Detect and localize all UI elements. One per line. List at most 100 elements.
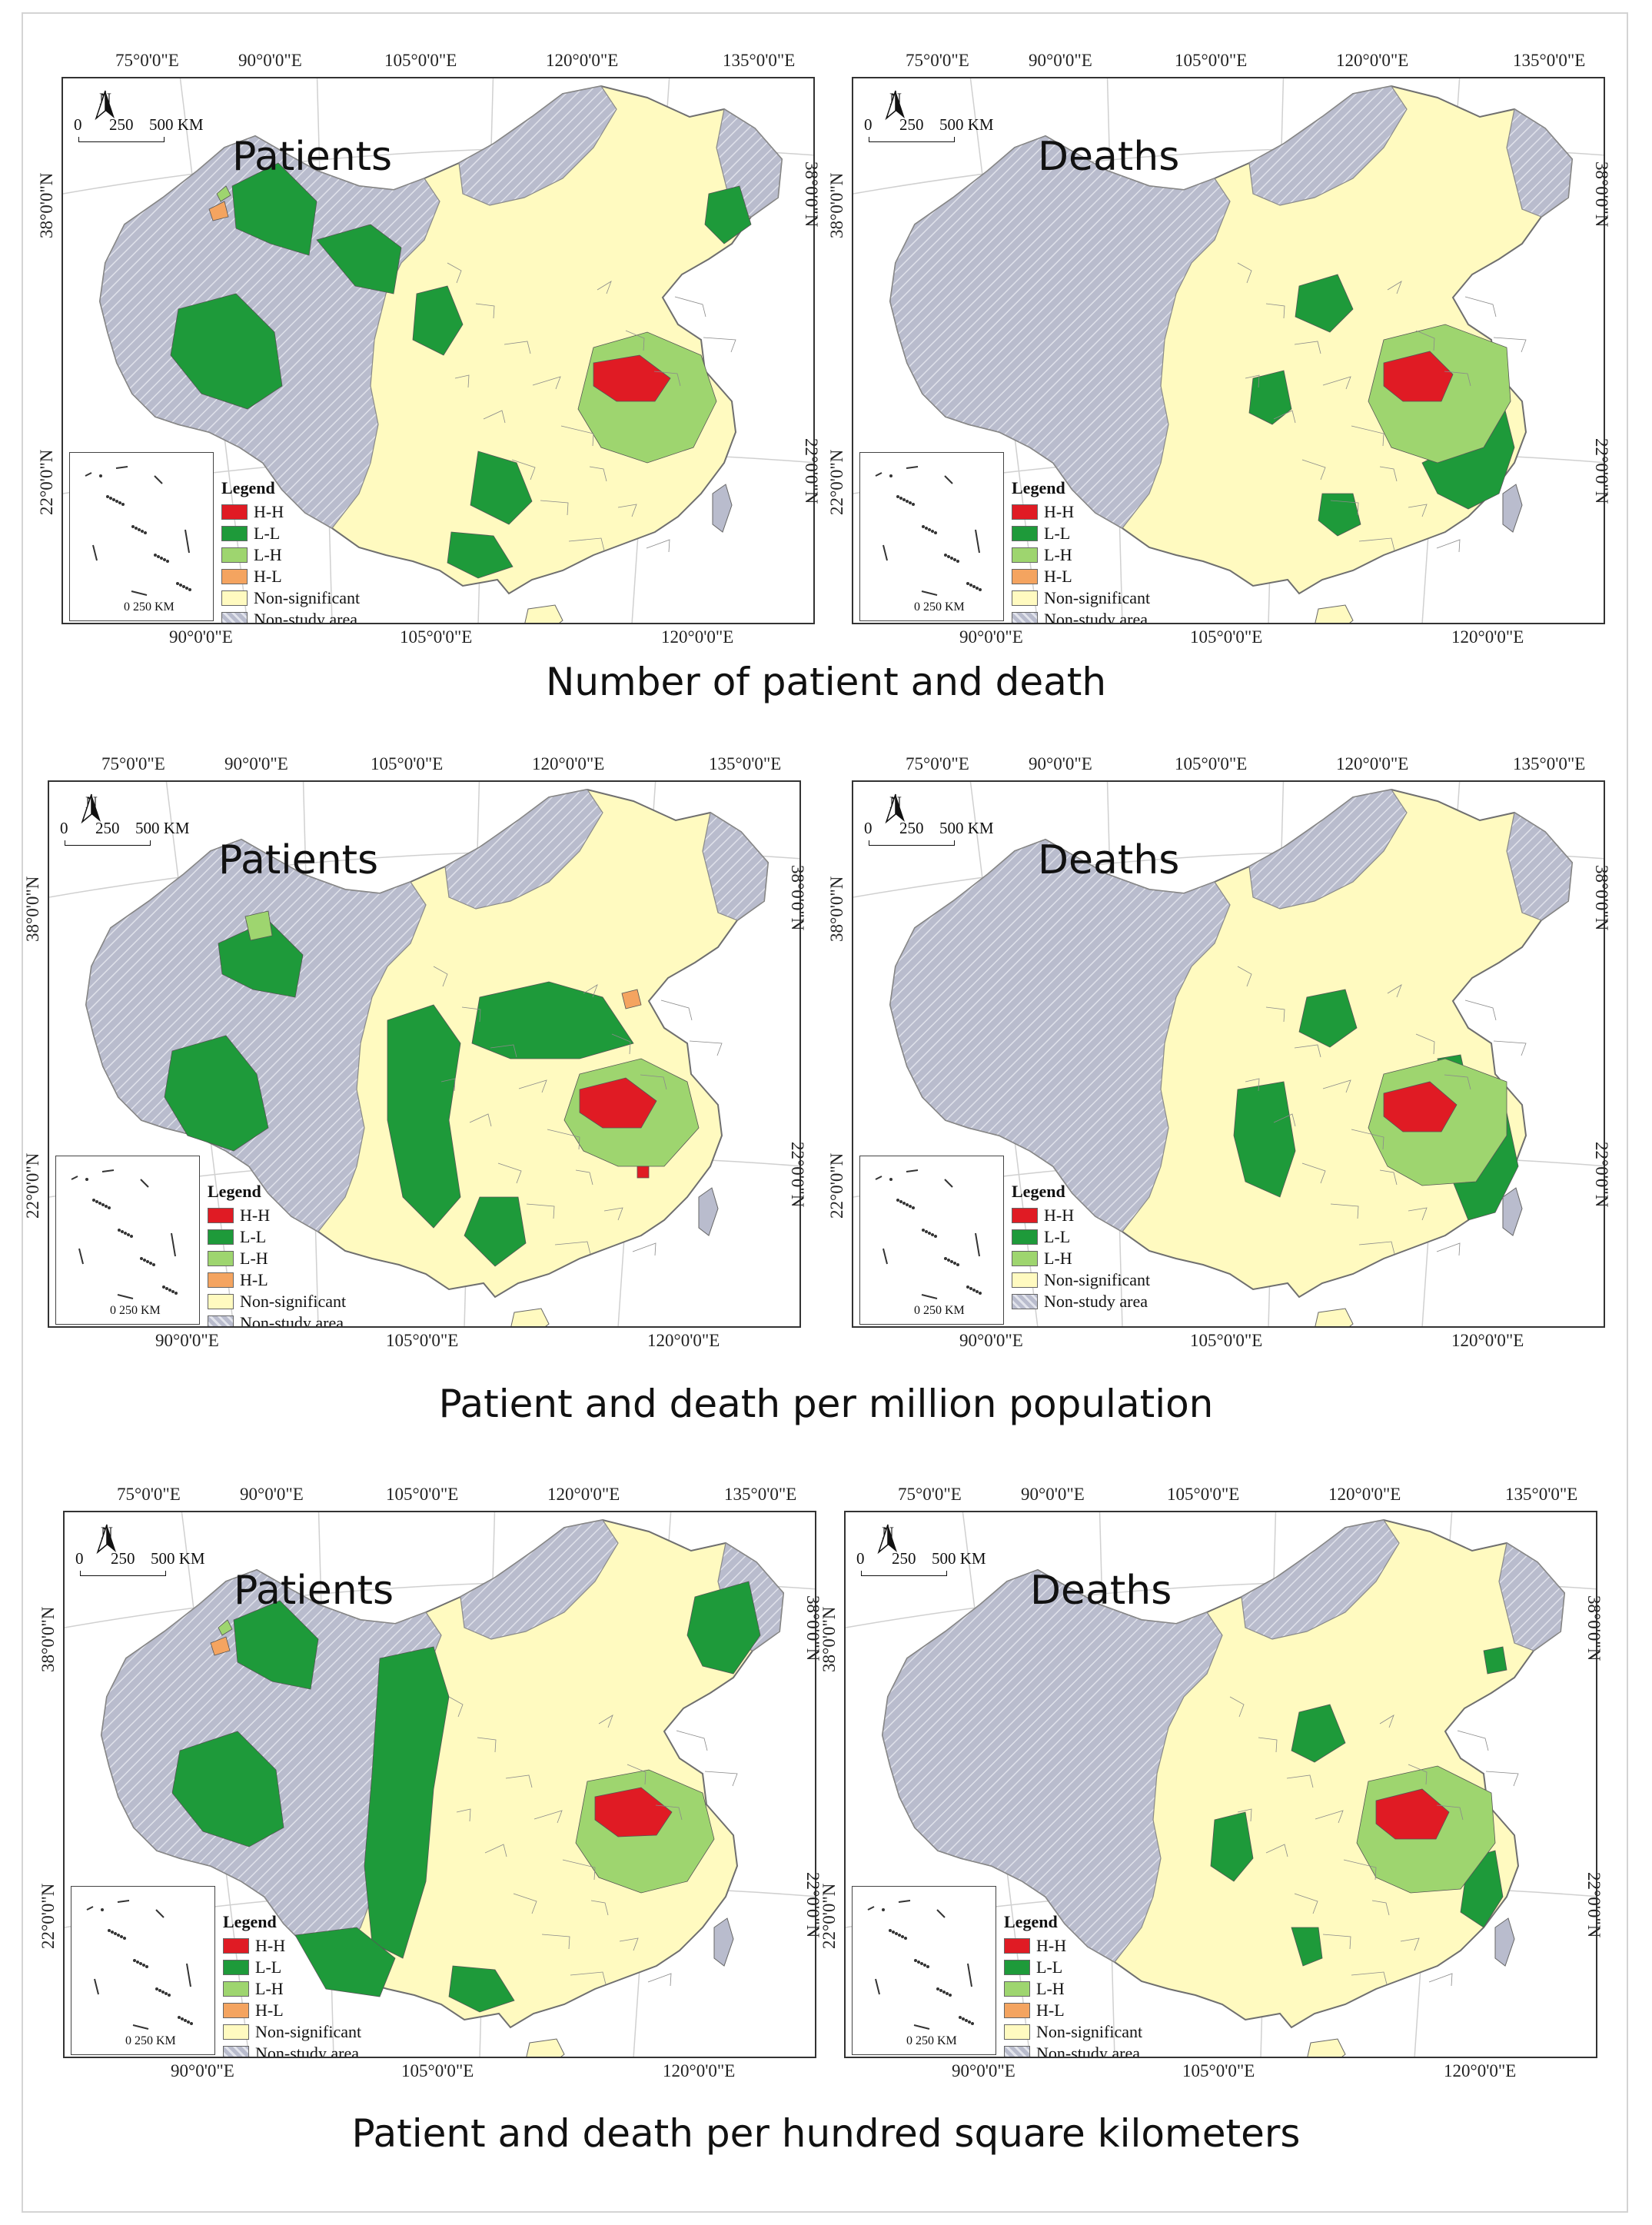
island-dot bbox=[917, 1961, 920, 1964]
ll-cluster-region bbox=[704, 185, 752, 244]
island-dot bbox=[98, 1202, 101, 1205]
island-dot bbox=[143, 1259, 146, 1262]
province-boundary bbox=[469, 1113, 492, 1127]
island-dot bbox=[162, 1285, 165, 1289]
bottom-longitude-label: 120°0'0"E bbox=[1451, 627, 1524, 647]
island-dot bbox=[190, 2022, 193, 2025]
top-longitude-label: 105°0'0"E bbox=[386, 1485, 459, 1504]
island-dot bbox=[188, 588, 191, 591]
province-boundary bbox=[1436, 1242, 1461, 1256]
scale-label-2: 500 KM bbox=[151, 1549, 205, 1568]
map-legend: Legend H-H L-L L-H H-L Non-significant Non-stu… bbox=[221, 478, 360, 624]
ll-cluster-region bbox=[464, 1196, 527, 1267]
ll-cluster-region bbox=[1295, 274, 1354, 333]
non-study-area-region bbox=[882, 1569, 1223, 1963]
province-boundary bbox=[703, 337, 736, 353]
bottom-longitude-label: 120°0'0"E bbox=[647, 1331, 720, 1350]
legend-label: Non-study area bbox=[1036, 2044, 1141, 2058]
province-boundary bbox=[526, 1203, 555, 1219]
province-boundary bbox=[640, 1074, 667, 1090]
non-study-area-region bbox=[702, 812, 769, 921]
island-dot bbox=[108, 1929, 111, 1932]
island-dot bbox=[142, 1964, 145, 1967]
ll-cluster-region bbox=[470, 451, 533, 525]
island-dot bbox=[926, 1965, 929, 1968]
island-dot bbox=[144, 531, 147, 534]
inset-scale-label: 0 250 KM bbox=[906, 2034, 957, 2047]
north-arrow-icon bbox=[885, 90, 905, 121]
province-boundary bbox=[1258, 1737, 1278, 1753]
inset-scale-label: 0 250 KM bbox=[110, 1304, 161, 1317]
scale-label-1: 250 bbox=[892, 1549, 916, 1568]
map-legend: Legend H-H L-L L-H H-L Non-significant Non-stu… bbox=[208, 1182, 346, 1326]
boundary-dash bbox=[875, 1978, 880, 1995]
hh-cluster-region bbox=[579, 1077, 657, 1129]
legend-label: H-L bbox=[254, 567, 282, 586]
island-dot bbox=[111, 1931, 114, 1934]
island-dot bbox=[92, 1199, 95, 1202]
boundary-dash bbox=[906, 1169, 919, 1172]
map-panel-2-patients: PatientsN0250500 KM0 250 KMLegendH-HL-LL… bbox=[23, 750, 809, 1357]
right-latitude-label: 22°0'0"N bbox=[802, 438, 821, 504]
legend-item-h-h: H-H bbox=[221, 501, 360, 523]
hl-cluster-region bbox=[621, 989, 642, 1009]
legend-label: L-L bbox=[1044, 524, 1071, 543]
map-panel-2-deaths: Deaths N0 250 500 KM 0 250 KM Legend H-H L-L L-H… bbox=[827, 750, 1613, 1357]
island-dot bbox=[942, 1991, 946, 1994]
boundary-dash bbox=[171, 1232, 176, 1257]
island-dot bbox=[979, 588, 982, 591]
non-study-area-region bbox=[1241, 1519, 1400, 1640]
non-study-area-region bbox=[85, 839, 427, 1232]
legend-label: Non-study area bbox=[254, 610, 358, 624]
ll-cluster-region bbox=[1210, 1811, 1254, 1882]
bottom-longitude-label: 120°0'0"E bbox=[1444, 2061, 1517, 2080]
legend-item-l-h: L-H bbox=[1012, 1248, 1150, 1269]
legend-item-l-l: L-L bbox=[1004, 1957, 1142, 1978]
boundary-dash bbox=[117, 1294, 134, 1299]
legend-swatch-hl bbox=[1012, 569, 1038, 584]
province-boundary bbox=[647, 1973, 672, 1987]
island-dot bbox=[138, 528, 141, 531]
legend-label: H-H bbox=[240, 1206, 271, 1225]
top-longitude-label: 120°0'0"E bbox=[532, 754, 605, 773]
island-dot bbox=[925, 527, 928, 530]
boundary-dash bbox=[132, 2024, 149, 2030]
legend-item-h-h: H-H bbox=[223, 1935, 361, 1957]
province-boundary bbox=[1294, 1044, 1321, 1058]
island-dot bbox=[920, 1962, 923, 1965]
left-latitude-label: 22°0'0"N bbox=[827, 1152, 846, 1219]
china-map bbox=[63, 78, 813, 623]
island-dot bbox=[168, 1994, 171, 1997]
hh-cluster-region bbox=[1383, 351, 1454, 402]
inset-islands bbox=[875, 1169, 982, 1299]
boundary-dash bbox=[875, 1176, 883, 1180]
legend-label: Non-significant bbox=[1044, 588, 1151, 607]
province-boundary bbox=[1444, 1074, 1471, 1090]
legend-label: Non-study area bbox=[1044, 610, 1148, 624]
island-dot bbox=[168, 1289, 171, 1292]
map-area: Deaths N0 250 500 KM 0 250 KM Legend H-H L-L L-H… bbox=[852, 77, 1605, 624]
inset-islands bbox=[867, 1900, 974, 2030]
province-boundary bbox=[1444, 371, 1471, 387]
scale-bar bbox=[80, 1571, 166, 1576]
boundary-dash bbox=[967, 1963, 972, 1987]
island-dot bbox=[139, 1962, 142, 1965]
lh-cluster-region bbox=[216, 185, 231, 202]
province-boundary bbox=[554, 1241, 591, 1255]
scale-bar bbox=[869, 137, 955, 142]
top-longitude-label: 90°0'0"E bbox=[1021, 1485, 1085, 1504]
island-dot bbox=[923, 1964, 926, 1967]
island-dot bbox=[947, 555, 950, 558]
map-area: Deaths N0 250 500 KM 0 250 KM Legend H-H L-L L-H… bbox=[844, 1511, 1597, 2058]
top-longitude-label: 120°0'0"E bbox=[547, 1485, 620, 1504]
bottom-longitude-label: 105°0'0"E bbox=[401, 2061, 474, 2080]
province-boundary bbox=[1301, 1162, 1326, 1184]
left-latitude-label: 22°0'0"N bbox=[38, 1883, 58, 1949]
inset-scale-label: 0 250 KM bbox=[125, 2034, 176, 2047]
non-study-area-region bbox=[889, 839, 1231, 1232]
right-latitude-label: 38°0'0"N bbox=[1584, 1595, 1604, 1661]
province-boundary bbox=[454, 374, 470, 388]
island-dot bbox=[101, 1908, 104, 1911]
map-legend: Legend H-H L-L L-H H-L Non-significant Non-stu… bbox=[1012, 478, 1151, 624]
boundary-dash bbox=[140, 1179, 149, 1188]
